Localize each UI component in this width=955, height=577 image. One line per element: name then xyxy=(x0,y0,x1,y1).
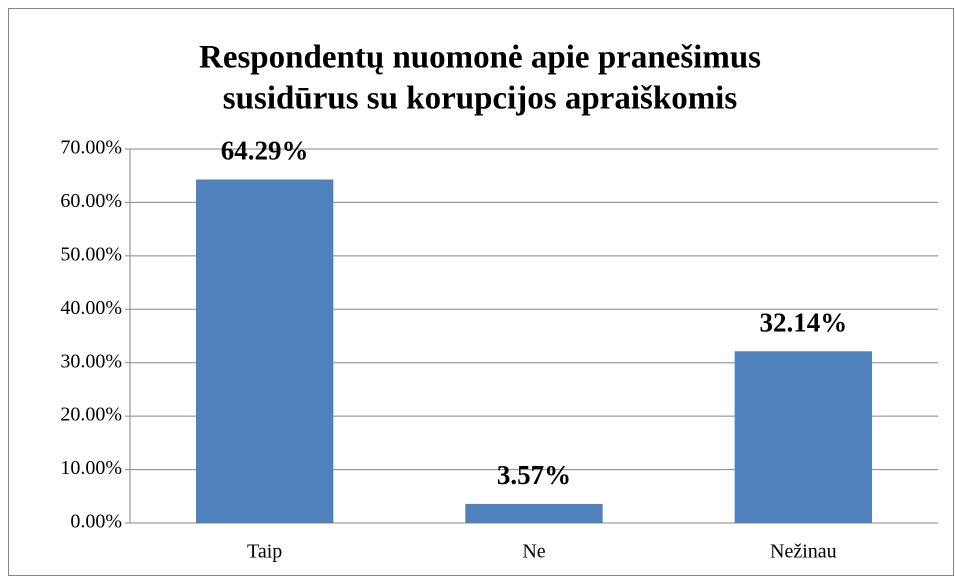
x-tick-label: Ne xyxy=(522,541,545,563)
x-tick-label: Nežinau xyxy=(770,541,837,563)
y-tick-label: 40.00% xyxy=(60,297,122,319)
data-label: 64.29% xyxy=(221,136,309,166)
y-tick-label: 60.00% xyxy=(60,190,122,212)
y-tick-label: 10.00% xyxy=(60,457,122,479)
y-tick-label: 0.00% xyxy=(70,511,122,533)
y-tick-label: 70.00% xyxy=(60,137,122,159)
y-tick-label: 50.00% xyxy=(60,243,122,265)
data-label: 3.57% xyxy=(497,460,571,490)
x-tick-label: Taip xyxy=(247,541,282,563)
bar xyxy=(195,179,334,523)
chart-title: Respondentų nuomonė apie pranešimus xyxy=(199,40,761,76)
bar xyxy=(465,503,603,523)
y-tick-label: 20.00% xyxy=(60,404,122,426)
chart-title: susidūrus su korupcijos apraiškomis xyxy=(223,81,738,117)
y-tick-label: 30.00% xyxy=(60,350,122,372)
bar xyxy=(734,351,873,523)
data-label: 32.14% xyxy=(759,307,847,337)
